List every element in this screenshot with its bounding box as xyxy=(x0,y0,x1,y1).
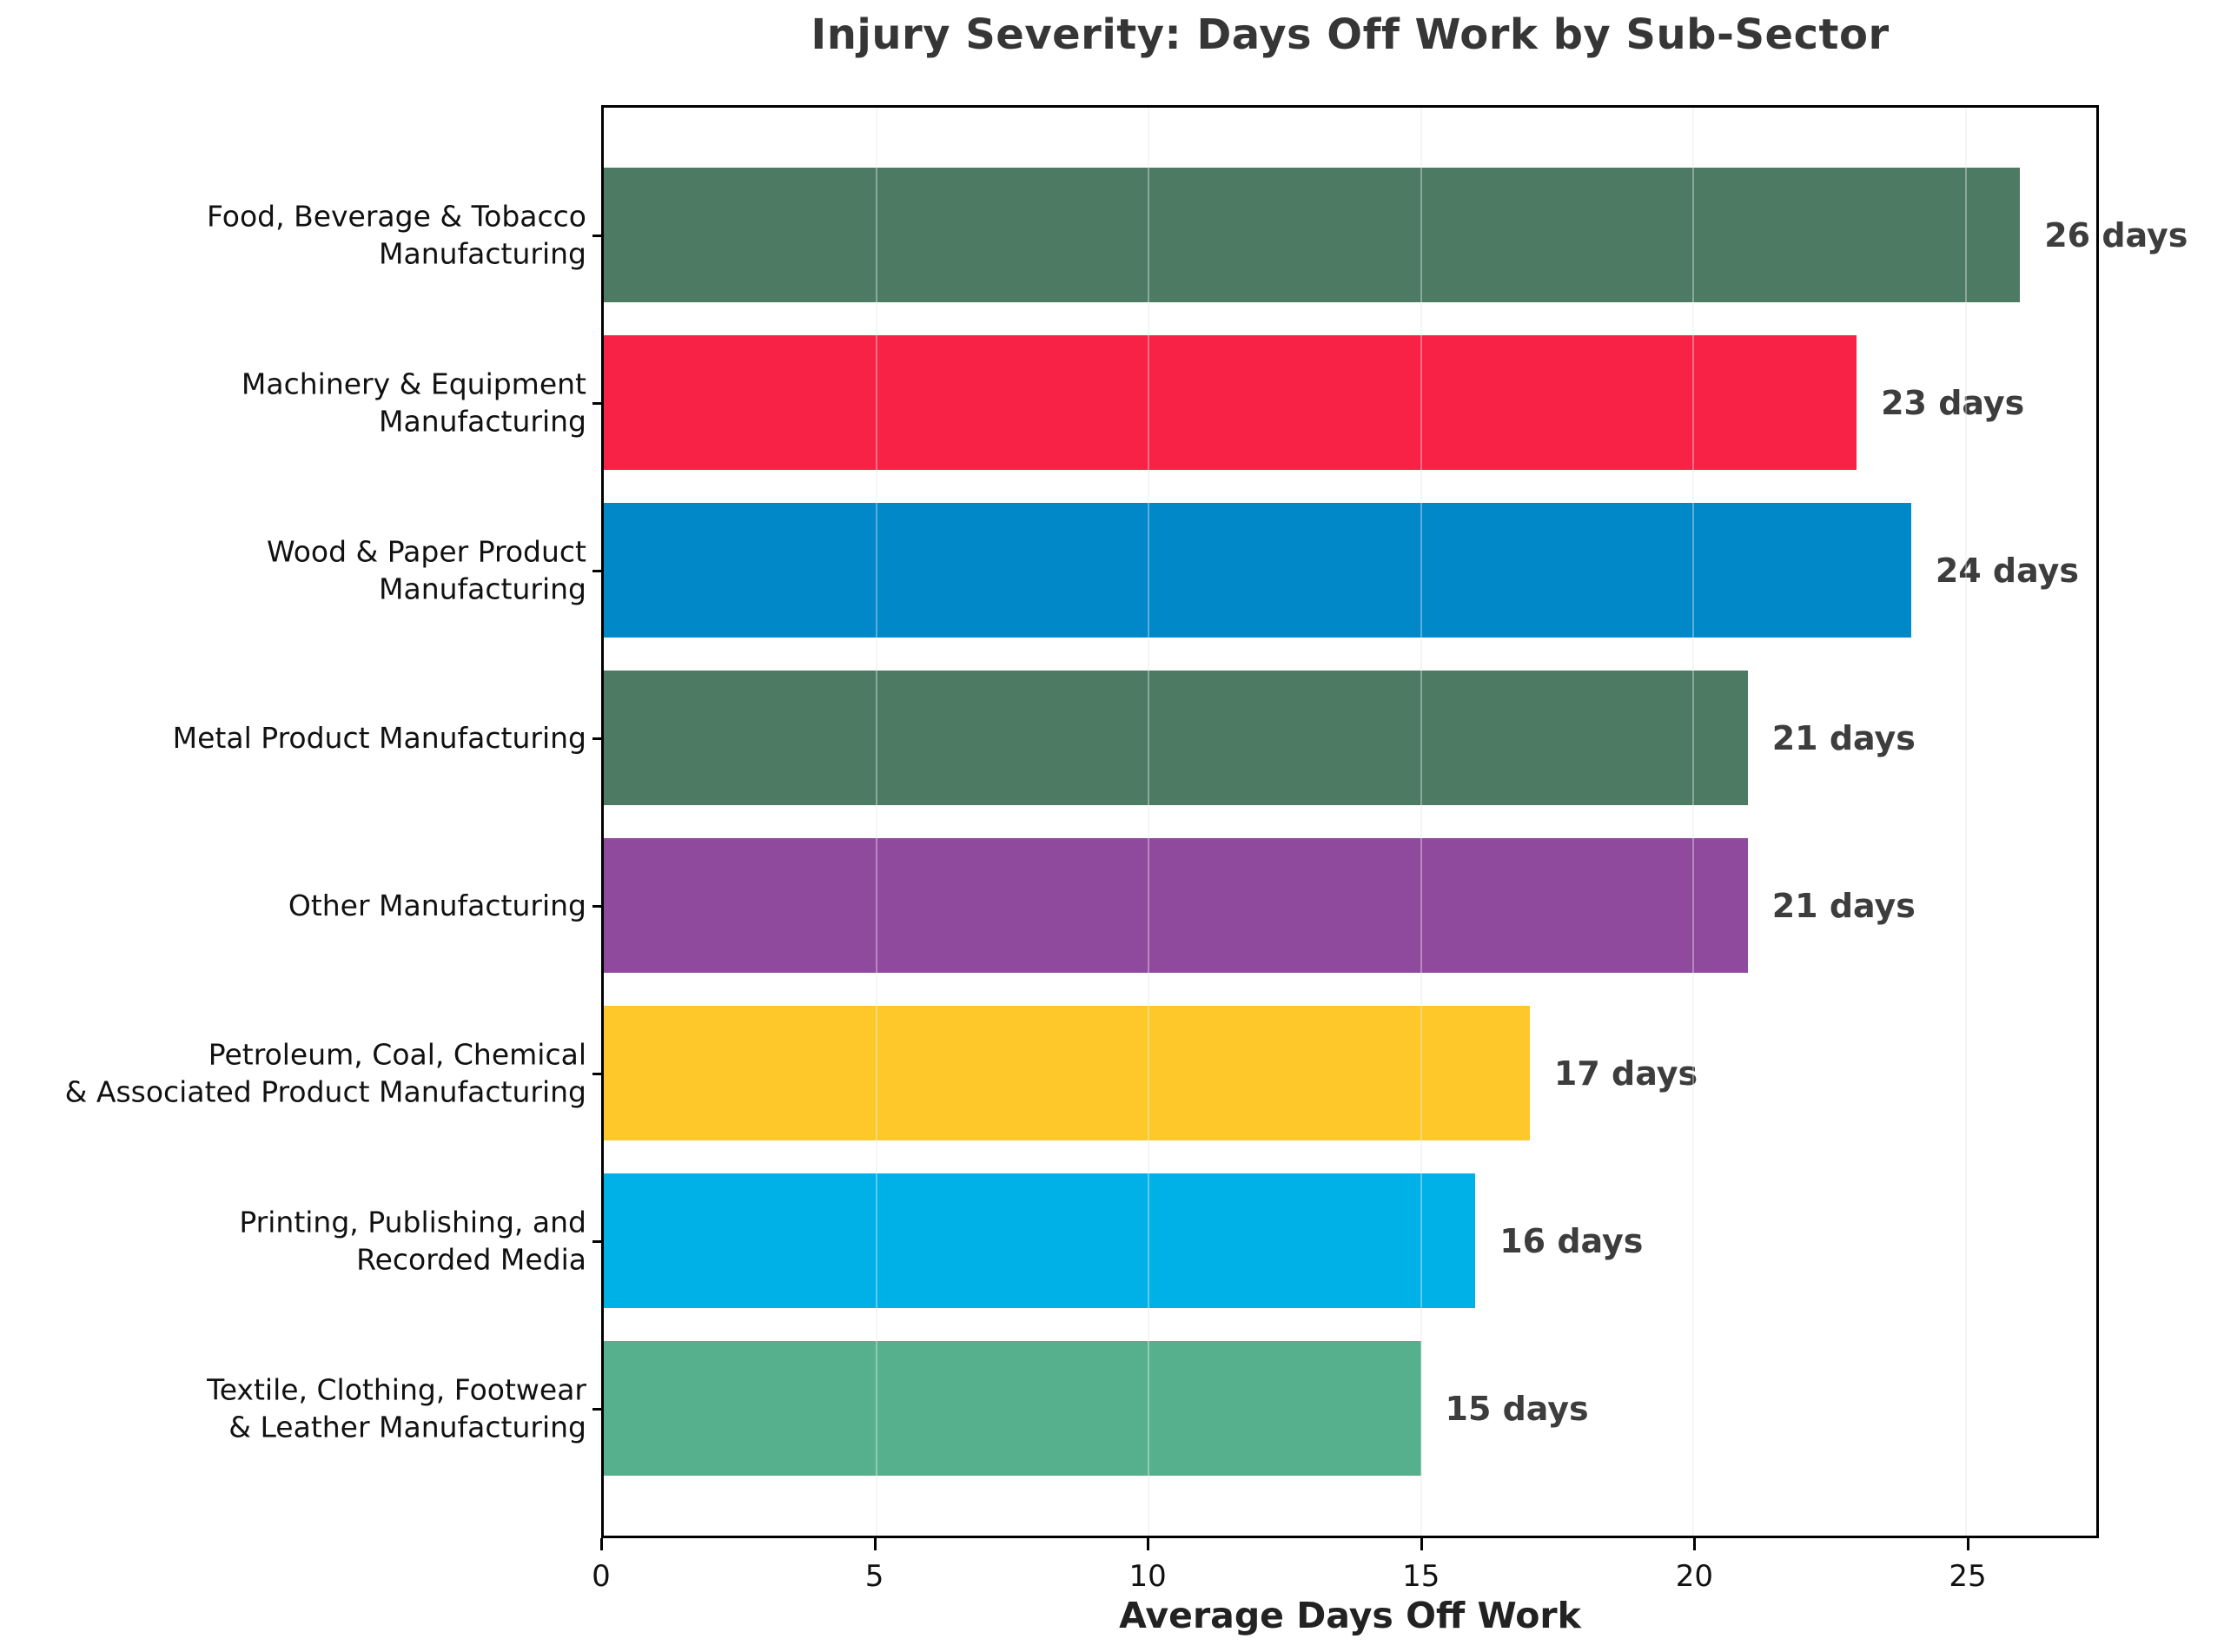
x-tick-label: 0 xyxy=(592,1559,611,1594)
x-tick-label: 10 xyxy=(1129,1559,1167,1594)
bar-row-wood-paper: Wood & Paper Product Manufacturing 24 da… xyxy=(267,486,2096,654)
x-tick-label: 25 xyxy=(1949,1559,1987,1594)
gridline xyxy=(1148,108,1149,1536)
bar-row-printing-publishing: Printing, Publishing, and Recorded Media… xyxy=(239,1157,2096,1325)
category-label-petroleum-coal-chemical: Petroleum, Coal, Chemical & Associated P… xyxy=(64,1036,586,1109)
y-tick-mark xyxy=(592,904,604,908)
value-label-food-beverage-tobacco: 26 days xyxy=(2044,215,2188,254)
y-tick-mark xyxy=(592,1072,604,1075)
gridline xyxy=(1420,108,1422,1536)
category-label-wood-paper: Wood & Paper Product Manufacturing xyxy=(267,533,586,606)
gridline xyxy=(875,108,877,1536)
bar-wood-paper xyxy=(604,503,1911,638)
x-tick-mark xyxy=(600,1538,603,1550)
value-label-textile-clothing-footwear: 15 days xyxy=(1445,1389,1589,1428)
bar-metal-product xyxy=(604,671,1748,805)
gridlines-under xyxy=(604,108,2096,1536)
bar-row-textile-clothing-footwear: Textile, Clothing, Footwear & Leather Ma… xyxy=(207,1325,2096,1492)
y-tick-mark xyxy=(592,569,604,572)
x-tick-mark xyxy=(1693,1538,1697,1550)
x-tick-mark xyxy=(1966,1538,1969,1550)
value-label-machinery-equipment: 23 days xyxy=(1881,383,2025,422)
x-tick-mark xyxy=(1420,1538,1423,1550)
y-tick-mark xyxy=(592,234,604,237)
plot-area: Food, Beverage & Tobacco Manufacturing 2… xyxy=(65,105,2188,1538)
x-tick-label: 5 xyxy=(864,1559,884,1594)
y-tick-mark xyxy=(592,401,604,405)
bar-rows: Food, Beverage & Tobacco Manufacturing 2… xyxy=(65,108,2188,1536)
gridline xyxy=(1964,108,1967,1536)
x-tick-label: 20 xyxy=(1675,1559,1714,1594)
bar-food-beverage-tobacco xyxy=(604,168,2021,302)
bar-row-metal-product: Metal Product Manufacturing 21 days xyxy=(173,654,2096,822)
bar-other-manufacturing xyxy=(604,838,1748,973)
bar-machinery-equipment xyxy=(604,335,1857,470)
category-label-textile-clothing-footwear: Textile, Clothing, Footwear & Leather Ma… xyxy=(207,1371,586,1444)
bar-row-other-manufacturing: Other Manufacturing 21 days xyxy=(288,822,2096,989)
bar-row-petroleum-coal-chemical: Petroleum, Coal, Chemical & Associated P… xyxy=(65,989,2096,1157)
x-tick-mark xyxy=(873,1538,877,1550)
bar-textile-clothing-footwear xyxy=(604,1341,1421,1476)
category-label-other-manufacturing: Other Manufacturing xyxy=(288,888,586,922)
value-label-metal-product: 21 days xyxy=(1771,718,1916,757)
bar-row-food-beverage-tobacco: Food, Beverage & Tobacco Manufacturing 2… xyxy=(207,151,2188,319)
value-label-wood-paper: 24 days xyxy=(1935,551,2079,590)
bar-row-machinery-equipment: Machinery & Equipment Manufacturing 23 d… xyxy=(242,319,2096,486)
bar-printing-publishing xyxy=(604,1173,1476,1308)
value-label-other-manufacturing: 21 days xyxy=(1771,886,1916,925)
value-label-printing-publishing: 16 days xyxy=(1499,1221,1644,1260)
x-axis-label: Average Days Off Work xyxy=(1119,1595,1581,1636)
x-tick-mark xyxy=(1147,1538,1150,1550)
x-tick-label: 15 xyxy=(1402,1559,1440,1594)
gridline xyxy=(1692,108,1694,1536)
bar-petroleum-coal-chemical xyxy=(604,1006,1530,1140)
chart-title: Injury Severity: Days Off Work by Sub-Se… xyxy=(811,10,1890,59)
value-label-petroleum-coal-chemical: 17 days xyxy=(1553,1054,1698,1093)
y-tick-mark xyxy=(592,737,604,740)
category-label-printing-publishing: Printing, Publishing, and Recorded Media xyxy=(239,1204,586,1277)
y-tick-mark xyxy=(592,1407,604,1411)
category-label-metal-product: Metal Product Manufacturing xyxy=(172,720,586,755)
x-axis: 0 5 10 15 20 25 xyxy=(592,1538,2099,1616)
category-label-food-beverage-tobacco: Food, Beverage & Tobacco Manufacturing xyxy=(206,198,586,271)
y-tick-mark xyxy=(592,1239,604,1243)
category-label-machinery-equipment: Machinery & Equipment Manufacturing xyxy=(241,366,586,439)
